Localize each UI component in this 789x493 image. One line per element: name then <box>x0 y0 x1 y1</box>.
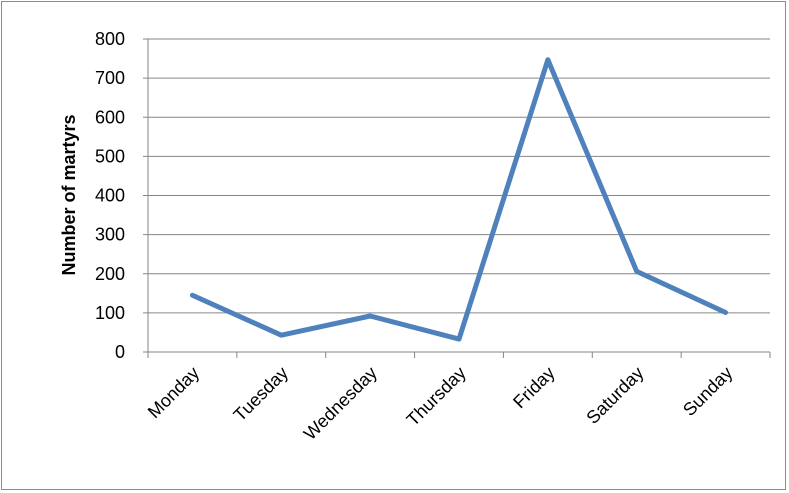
y-tick-label: 800 <box>95 29 125 49</box>
gridlines <box>148 38 770 314</box>
y-tick-label: 300 <box>95 225 125 245</box>
y-tick-label: 700 <box>95 68 125 88</box>
series-line <box>189 57 729 342</box>
x-tick-label: Friday <box>509 363 559 413</box>
x-tick-label: Monday <box>144 363 203 422</box>
y-tick-labels: 0 100 200 300 400 500 600 700 800 <box>95 29 125 362</box>
series-lines <box>189 57 729 342</box>
x-tick-labels: Monday Tuesday Wednesday Thursday Friday Satu… <box>144 363 737 444</box>
x-tick-label: Saturday <box>582 363 647 428</box>
x-tick-label: Wednesday <box>300 363 381 444</box>
axes <box>143 38 771 358</box>
x-tick-label: Tuesday <box>230 363 292 425</box>
x-tick-label: Thursday <box>403 363 470 430</box>
y-axis-title: Number of martyrs <box>59 114 79 275</box>
y-tick-label: 200 <box>95 264 125 284</box>
y-tick-label: 100 <box>95 303 125 323</box>
y-tick-label: 0 <box>115 342 125 362</box>
y-tick-label: 500 <box>95 146 125 166</box>
y-tick-label: 400 <box>95 186 125 206</box>
x-tick-label: Sunday <box>679 363 736 420</box>
y-tick-label: 600 <box>95 107 125 127</box>
